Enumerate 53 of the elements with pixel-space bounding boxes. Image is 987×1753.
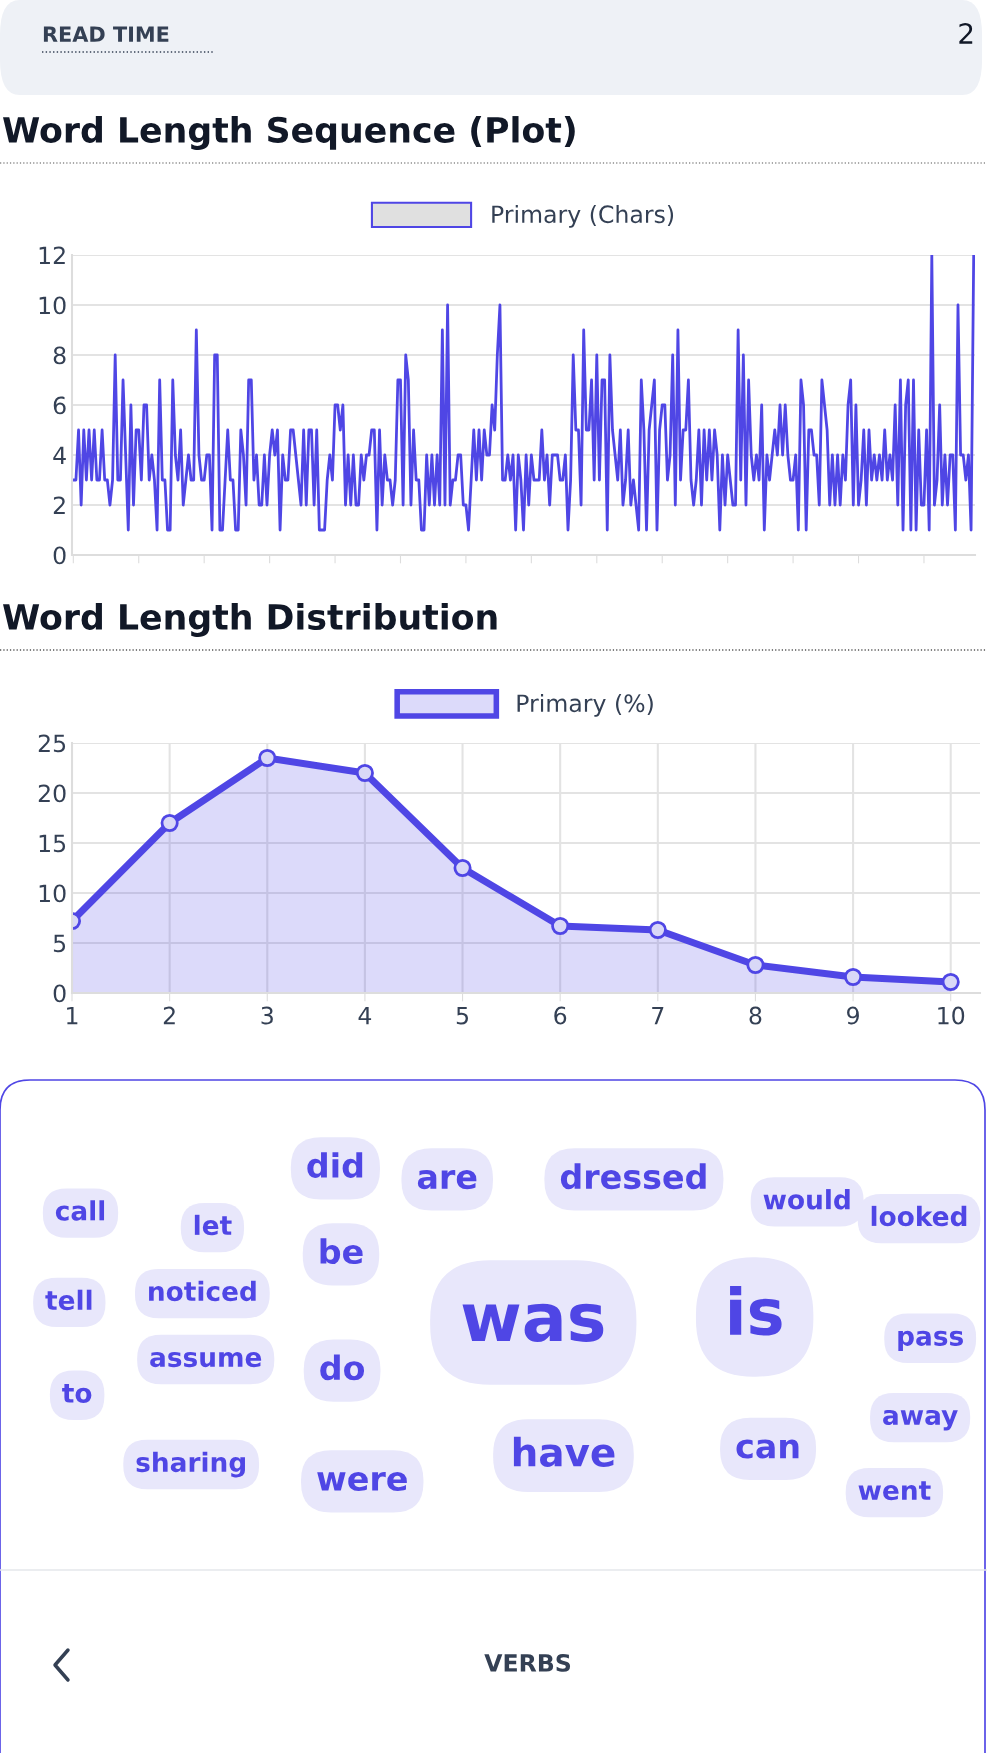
- x-tick-label: 7: [652, 1006, 664, 1025]
- chart-title: Word Length Sequence (Plot): [3, 116, 575, 150]
- category-label: can: [736, 1439, 799, 1459]
- y-tick-label: 4: [53, 446, 66, 464]
- y-tick-label: 25: [38, 734, 66, 753]
- y-tick-label: 8: [53, 346, 66, 365]
- y-tick-label: 0: [53, 546, 66, 565]
- category-label: are: [417, 1170, 477, 1190]
- x-tick-label: 4: [358, 1006, 372, 1025]
- category-label: assume: [150, 1351, 262, 1368]
- y-tick-label: 2: [53, 496, 65, 514]
- category-label: have: [513, 1436, 615, 1467]
- line-series: [72, 255, 975, 532]
- category-label: away: [883, 1409, 958, 1431]
- x-tick-label: 10: [938, 1006, 965, 1025]
- text: 2: [959, 23, 973, 44]
- legend-label: Primary (Chars): [492, 204, 674, 228]
- x-tick-label: 5: [456, 1006, 468, 1025]
- x-tick-label: 6: [554, 1006, 567, 1025]
- x-tick-label: 3: [261, 1006, 273, 1025]
- category-label: was: [462, 1303, 604, 1342]
- category-label: noticed: [149, 1280, 256, 1302]
- category-label: would: [763, 1189, 850, 1210]
- category-label: looked: [871, 1205, 967, 1227]
- y-tick-label: 10: [39, 296, 66, 315]
- x-tick-label: 8: [749, 1006, 762, 1025]
- y-tick-label: 5: [53, 934, 66, 953]
- text: VERBS: [484, 1653, 571, 1672]
- y-tick-label: 15: [39, 834, 66, 853]
- category-label: went: [858, 1481, 931, 1501]
- text: READ TIME: [43, 26, 169, 42]
- category-label: let: [194, 1214, 232, 1236]
- category-label: call: [55, 1200, 105, 1221]
- y-tick-label: 20: [38, 784, 66, 803]
- x-tick-label: 2: [163, 1006, 175, 1025]
- category-label: were: [317, 1471, 407, 1492]
- category-label: dressed: [560, 1163, 706, 1190]
- category-label: pass: [898, 1330, 963, 1352]
- y-tick-label: 6: [53, 396, 66, 415]
- x-tick-label: 9: [847, 1006, 859, 1025]
- category-label: sharing: [136, 1451, 245, 1478]
- category-label: is: [730, 1286, 782, 1336]
- chart-title: Word Length Distribution: [3, 603, 497, 637]
- category-label: to: [62, 1384, 92, 1403]
- y-tick-label: 10: [39, 884, 66, 903]
- y-tick-label: 0: [53, 984, 66, 1003]
- category-label: did: [307, 1152, 363, 1178]
- legend-label: Primary (%): [517, 693, 653, 717]
- category-label: be: [320, 1238, 363, 1265]
- category-label: tell: [45, 1289, 92, 1311]
- category-label: do: [320, 1354, 365, 1381]
- x-tick-label: 1: [67, 1006, 78, 1025]
- y-tick-label: 12: [39, 246, 65, 264]
